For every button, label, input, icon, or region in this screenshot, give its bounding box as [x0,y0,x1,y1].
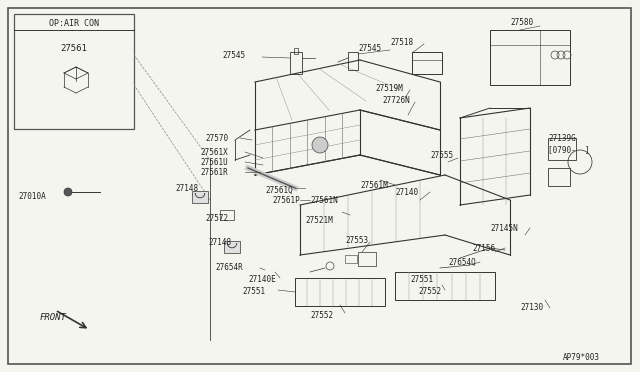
Text: 27519M: 27519M [375,83,403,93]
Text: 27545: 27545 [358,44,381,52]
Text: 27561M: 27561M [360,180,388,189]
Bar [395,272,495,300]
Text: OP:AIR CON: OP:AIR CON [49,19,99,28]
Text: 27561Q: 27561Q [265,186,292,195]
Text: 27145N: 27145N [490,224,518,232]
Text: 27140: 27140 [395,187,418,196]
Text: 27555: 27555 [430,151,453,160]
Text: 27521M: 27521M [305,215,333,224]
Text: 27130: 27130 [520,304,543,312]
Text: 27561U: 27561U [200,157,228,167]
Text: 27580: 27580 [510,17,533,26]
Text: 27561R: 27561R [200,167,228,176]
Text: 27148: 27148 [208,237,231,247]
Bar [224,241,240,253]
Circle shape [64,188,72,196]
Bar [290,52,302,74]
Bar [490,30,570,85]
Text: 27552: 27552 [418,288,441,296]
Text: 27561P: 27561P [272,196,300,205]
Text: 27561N: 27561N [310,196,338,205]
Text: 27545: 27545 [222,51,245,60]
Text: 27572: 27572 [205,214,228,222]
Text: 27551: 27551 [242,288,265,296]
Text: 27140E: 27140E [248,276,276,285]
Text: 27570: 27570 [205,134,228,142]
Text: FRONT: FRONT [40,314,67,323]
Text: 27561X: 27561X [200,148,228,157]
Text: 27156: 27156 [472,244,495,253]
Bar [295,278,385,306]
Bar [14,14,134,129]
Text: AP79*003: AP79*003 [563,353,600,362]
Text: 27561: 27561 [61,44,88,52]
Text: 27139G: 27139G [548,134,576,142]
Text: 27552: 27552 [310,311,333,320]
Bar [358,252,376,266]
Text: 27654R: 27654R [215,263,243,273]
Bar [548,138,576,160]
Text: 27726N: 27726N [382,96,410,105]
Text: 27654Q: 27654Q [448,257,476,266]
Bar [345,255,357,263]
Bar [348,52,358,70]
Text: 27010A: 27010A [18,192,45,201]
Bar [548,168,570,186]
Text: 27551: 27551 [410,276,433,285]
Bar [192,192,208,203]
Bar [412,52,442,74]
Bar [220,210,234,220]
Text: 27148: 27148 [175,183,198,192]
Text: [0790-  ]: [0790- ] [548,145,589,154]
Circle shape [312,137,328,153]
Text: 27518: 27518 [390,38,413,46]
Bar [294,48,298,54]
Text: 27553: 27553 [345,235,368,244]
